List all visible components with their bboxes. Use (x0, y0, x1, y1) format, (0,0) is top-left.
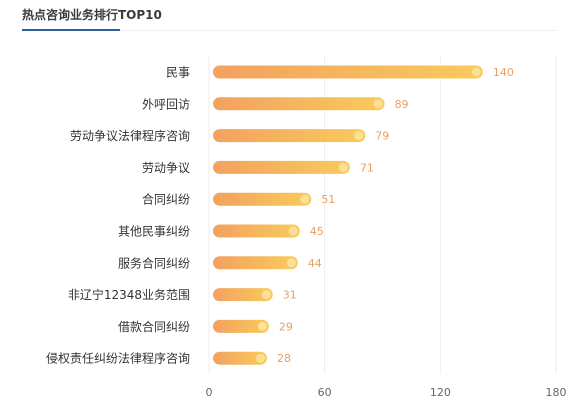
bar-end-highlight (257, 321, 267, 331)
x-tick-label: 120 (430, 386, 451, 399)
bar[interactable] (213, 192, 312, 206)
bar-end-highlight (261, 290, 271, 300)
value-label: 140 (493, 66, 514, 79)
category-label: 非辽宁12348业务范围 (68, 287, 190, 302)
category-label: 其他民事纠纷 (118, 225, 190, 239)
value-label: 44 (308, 257, 322, 270)
bar-end-highlight (288, 226, 298, 236)
bar-end-highlight (338, 162, 348, 172)
category-label: 民事 (166, 66, 190, 80)
bar-end-highlight (471, 67, 481, 77)
value-label: 71 (360, 161, 374, 174)
bar[interactable] (213, 65, 483, 79)
title-underline (22, 29, 120, 31)
bar[interactable] (213, 160, 350, 174)
category-label: 合同纠纷 (142, 192, 190, 207)
chart-title: 热点咨询业务排行TOP10 (22, 8, 162, 22)
category-label: 劳动争议法律程序咨询 (70, 128, 190, 143)
bar[interactable] (213, 129, 366, 143)
value-label: 31 (283, 289, 297, 302)
value-label: 89 (395, 98, 409, 111)
bar[interactable] (213, 224, 300, 238)
category-label: 外呼回访 (142, 97, 190, 111)
category-label: 侵权责任纠纷法律程序咨询 (46, 351, 190, 366)
value-label: 45 (310, 225, 324, 238)
bar[interactable] (213, 319, 269, 333)
value-label: 28 (277, 352, 291, 365)
category-label: 服务合同纠纷 (118, 255, 190, 270)
bar[interactable] (213, 351, 267, 365)
bar-end-highlight (300, 194, 310, 204)
bar[interactable] (213, 288, 273, 302)
category-label: 借款合同纠纷 (118, 319, 190, 334)
x-tick-label: 60 (318, 386, 332, 399)
x-tick-label: 0 (206, 386, 213, 399)
bar[interactable] (213, 256, 298, 270)
x-tick-label: 180 (546, 386, 567, 399)
bar[interactable] (213, 97, 385, 111)
value-label: 51 (321, 193, 335, 206)
value-label: 79 (375, 130, 389, 143)
chart-header: 热点咨询业务排行TOP10 (22, 0, 556, 31)
bar-end-highlight (354, 131, 364, 141)
bar-end-highlight (373, 99, 383, 109)
category-label: 劳动争议 (142, 161, 190, 175)
value-label: 29 (279, 320, 293, 333)
bar-end-highlight (286, 258, 296, 268)
bar-end-highlight (255, 353, 265, 363)
